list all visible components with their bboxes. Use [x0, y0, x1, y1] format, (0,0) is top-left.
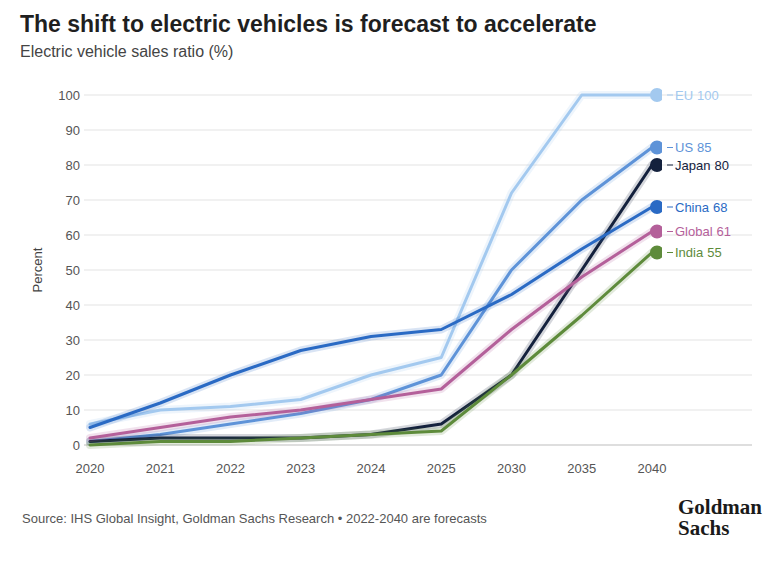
label-connector [667, 252, 673, 253]
legend-name: India [675, 245, 704, 260]
logo: Sachs [678, 516, 729, 540]
end-value: 55 [707, 245, 721, 260]
chart: The shift to electric vehicles is foreca… [0, 0, 780, 571]
legend-entry: India55 [675, 245, 722, 260]
y-tick-label: 100 [58, 88, 80, 103]
line-halo [90, 253, 652, 446]
legend-entry: Global 61 [675, 224, 731, 239]
grid-line [84, 270, 752, 271]
subtitle: Electric vehicle sales ratio (%) [20, 43, 233, 60]
line-halo [90, 165, 652, 442]
grid-line [84, 130, 752, 131]
end-value: 61 [717, 224, 731, 239]
x-tick-label: 2022 [216, 461, 245, 476]
legend-entry: China68 [675, 200, 727, 215]
x-tick-label: 2030 [497, 461, 526, 476]
line-halo [90, 207, 652, 428]
end-marker [650, 158, 662, 172]
label-connector [667, 95, 673, 96]
end-value: 100 [697, 88, 719, 103]
series-line [90, 253, 652, 446]
label-connector [667, 207, 673, 208]
x-tick-label: 2024 [357, 461, 386, 476]
legend-name: Global [675, 224, 713, 239]
y-tick-label: 40 [66, 298, 80, 313]
grid-line [84, 375, 752, 376]
end-marker [650, 88, 662, 102]
y-tick-label: 50 [66, 263, 80, 278]
y-tick-label: 90 [66, 123, 80, 138]
grid-line [84, 305, 752, 306]
source: Source: IHS Global Insight, Goldman Sach… [22, 511, 487, 526]
end-marker [650, 246, 662, 260]
line-halo [90, 232, 652, 439]
y-axis-label: Percent [30, 247, 45, 292]
legend-name: EU [675, 88, 693, 103]
y-tick-label: 70 [66, 193, 80, 208]
legend-name: China [675, 200, 710, 215]
y-tick-label: 80 [66, 158, 80, 173]
x-tick-label: 2021 [146, 461, 175, 476]
y-tick-label: 20 [66, 368, 80, 383]
end-value: 85 [697, 140, 711, 155]
x-tick-label: 2020 [76, 461, 105, 476]
legend-entry: US 85 [675, 140, 712, 155]
title: The shift to electric vehicles is foreca… [20, 11, 597, 37]
y-tick-label: 60 [66, 228, 80, 243]
x-tick-label: 2025 [427, 461, 456, 476]
y-tick-label: 10 [66, 403, 80, 418]
grid-line [84, 340, 752, 341]
label-connector [667, 231, 673, 232]
end-value: 68 [713, 200, 727, 215]
x-tick-label: 2040 [638, 461, 667, 476]
y-tick-label: 30 [66, 333, 80, 348]
plot-area [90, 88, 662, 445]
legend-entry: Japan 80 [675, 158, 729, 173]
line-halo [90, 148, 652, 442]
grid-line [84, 200, 752, 201]
x-tick-label: 2023 [286, 461, 315, 476]
end-value: 80 [714, 158, 728, 173]
end-marker [650, 200, 662, 214]
x-tick-label: 2035 [567, 461, 596, 476]
legend-entry: EU 100 [675, 88, 719, 103]
label-connector [667, 147, 673, 148]
series-line [90, 148, 652, 442]
series-line [90, 232, 652, 439]
legend-name: Japan [675, 158, 710, 173]
series-line [90, 165, 652, 442]
legend-name: US [675, 140, 693, 155]
series-line [90, 207, 652, 428]
end-marker [650, 141, 662, 155]
end-marker [650, 225, 662, 239]
label-connector [667, 165, 673, 166]
y-tick-label: 0 [73, 438, 80, 453]
